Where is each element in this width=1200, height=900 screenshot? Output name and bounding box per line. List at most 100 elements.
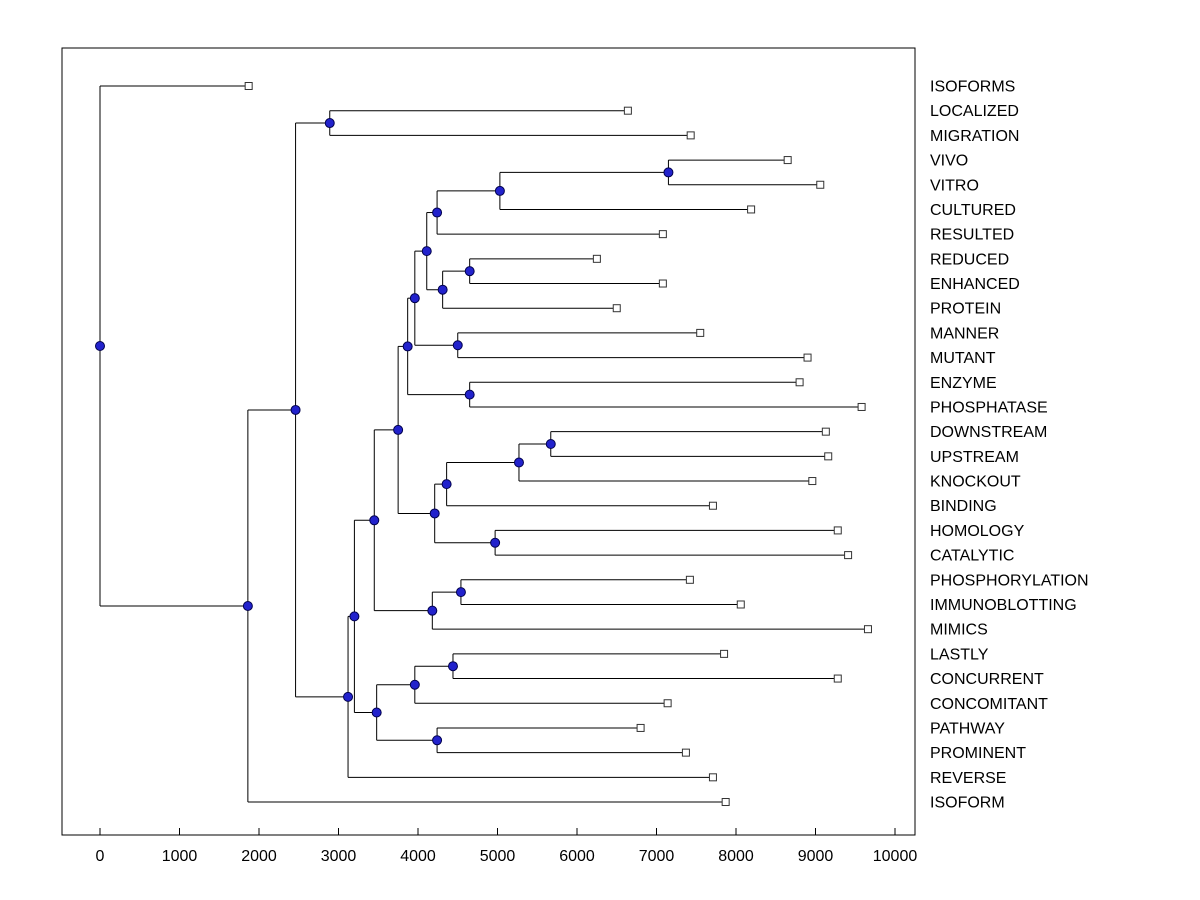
leaf-label: REVERSE bbox=[930, 770, 1006, 787]
internal-node-marker bbox=[421, 246, 432, 257]
x-tick-label: 2000 bbox=[241, 848, 277, 865]
leaf-label: VIVO bbox=[930, 153, 968, 170]
leaf-marker bbox=[636, 723, 645, 732]
leaf-label: BINDING bbox=[930, 498, 997, 515]
leaf-label: PROTEIN bbox=[930, 301, 1001, 318]
internal-node-marker bbox=[494, 185, 505, 196]
leaf-marker bbox=[686, 131, 695, 140]
internal-node-marker bbox=[432, 207, 443, 218]
internal-node-marker bbox=[490, 537, 501, 548]
leaf-label: MIGRATION bbox=[930, 128, 1019, 145]
leaf-marker bbox=[244, 82, 253, 90]
leaf-label: ISOFORM bbox=[930, 795, 1005, 812]
internal-node-marker bbox=[409, 293, 420, 304]
leaf-marker bbox=[685, 575, 694, 584]
x-tick-label: 3000 bbox=[321, 848, 357, 865]
leaf-marker bbox=[612, 304, 621, 313]
leaf-label: CULTURED bbox=[930, 202, 1016, 219]
leaf-marker bbox=[708, 501, 717, 510]
leaf-label: MUTANT bbox=[930, 350, 996, 367]
leaf-marker bbox=[863, 625, 872, 634]
internal-node-marker bbox=[663, 167, 674, 178]
internal-node-marker bbox=[513, 457, 524, 468]
leaf-marker bbox=[736, 600, 745, 609]
x-tick-label: 9000 bbox=[798, 848, 834, 865]
leaf-marker bbox=[833, 526, 842, 535]
leaf-label: MANNER bbox=[930, 325, 999, 342]
x-tick-label: 6000 bbox=[559, 848, 595, 865]
leaf-marker bbox=[663, 699, 672, 708]
leaf-marker bbox=[623, 106, 632, 115]
leaf-marker bbox=[658, 279, 667, 288]
leaf-marker bbox=[681, 748, 690, 757]
leaf-marker bbox=[857, 402, 866, 411]
leaf-label: UPSTREAM bbox=[930, 449, 1019, 466]
leaf-label: CONCOMITANT bbox=[930, 696, 1048, 713]
leaf-marker bbox=[696, 328, 705, 337]
leaf-label: PROMINENT bbox=[930, 745, 1026, 762]
leaf-marker bbox=[783, 156, 792, 165]
leaf-marker bbox=[808, 477, 817, 486]
leaf-label: PHOSPHATASE bbox=[930, 399, 1048, 416]
x-tick-label: 5000 bbox=[480, 848, 516, 865]
leaf-label: HOMOLOGY bbox=[930, 523, 1025, 540]
leaf-label: DOWNSTREAM bbox=[930, 424, 1047, 441]
leaf-label: LASTLY bbox=[930, 646, 989, 663]
leaf-label: ISOFORMS bbox=[930, 79, 1015, 96]
internal-node-marker bbox=[437, 284, 448, 295]
internal-node-marker bbox=[95, 340, 105, 351]
x-tick-label: 10000 bbox=[873, 848, 918, 865]
internal-node-marker bbox=[464, 266, 475, 277]
x-tick-label: 8000 bbox=[718, 848, 754, 865]
internal-node-marker bbox=[545, 439, 556, 450]
internal-node-marker bbox=[371, 707, 382, 718]
leaf-label: MIMICS bbox=[930, 622, 988, 639]
plot-box bbox=[61, 47, 916, 836]
leaf-marker bbox=[821, 427, 830, 436]
leaf-label: IMMUNOBLOTTING bbox=[930, 597, 1077, 614]
leaf-marker bbox=[720, 649, 729, 658]
internal-node-marker bbox=[242, 600, 253, 611]
leaf-label: PHOSPHORYLATION bbox=[930, 572, 1089, 589]
internal-node-marker bbox=[393, 424, 404, 435]
internal-node-marker bbox=[290, 404, 301, 415]
leaf-label: ENZYME bbox=[930, 375, 997, 392]
leaf-marker bbox=[824, 452, 833, 461]
internal-node-marker bbox=[432, 735, 443, 746]
internal-node-marker bbox=[343, 691, 354, 702]
internal-node-marker bbox=[429, 508, 440, 519]
leaf-label: PATHWAY bbox=[930, 720, 1005, 737]
leaf-label: REDUCED bbox=[930, 251, 1009, 268]
leaf-label: RESULTED bbox=[930, 227, 1014, 244]
leaf-marker bbox=[803, 353, 812, 362]
internal-node-marker bbox=[349, 611, 360, 622]
leaf-label: CONCURRENT bbox=[930, 671, 1044, 688]
leaf-marker bbox=[708, 773, 717, 782]
internal-node-marker bbox=[452, 340, 463, 351]
internal-node-marker bbox=[409, 679, 420, 690]
x-tick-label: 7000 bbox=[639, 848, 675, 865]
internal-node-marker bbox=[402, 341, 413, 352]
leaf-label: ENHANCED bbox=[930, 276, 1020, 293]
internal-node-marker bbox=[455, 587, 466, 598]
internal-node-marker bbox=[441, 479, 452, 490]
internal-node-marker bbox=[447, 661, 458, 672]
leaf-marker bbox=[844, 551, 853, 560]
x-tick-label: 1000 bbox=[162, 848, 198, 865]
leaf-marker bbox=[833, 674, 842, 683]
internal-node-marker bbox=[369, 515, 380, 526]
leaf-marker bbox=[721, 798, 730, 807]
leaf-marker bbox=[592, 254, 601, 263]
internal-node-marker bbox=[427, 605, 438, 616]
leaf-marker bbox=[795, 378, 804, 387]
leaf-label: VITRO bbox=[930, 177, 979, 194]
leaf-marker bbox=[747, 205, 756, 214]
x-tick-label: 0 bbox=[96, 848, 105, 865]
internal-node-marker bbox=[464, 389, 475, 400]
leaf-label: LOCALIZED bbox=[930, 103, 1019, 120]
leaf-marker bbox=[816, 180, 825, 189]
internal-node-marker bbox=[324, 118, 335, 129]
leaf-label: KNOCKOUT bbox=[930, 474, 1021, 491]
